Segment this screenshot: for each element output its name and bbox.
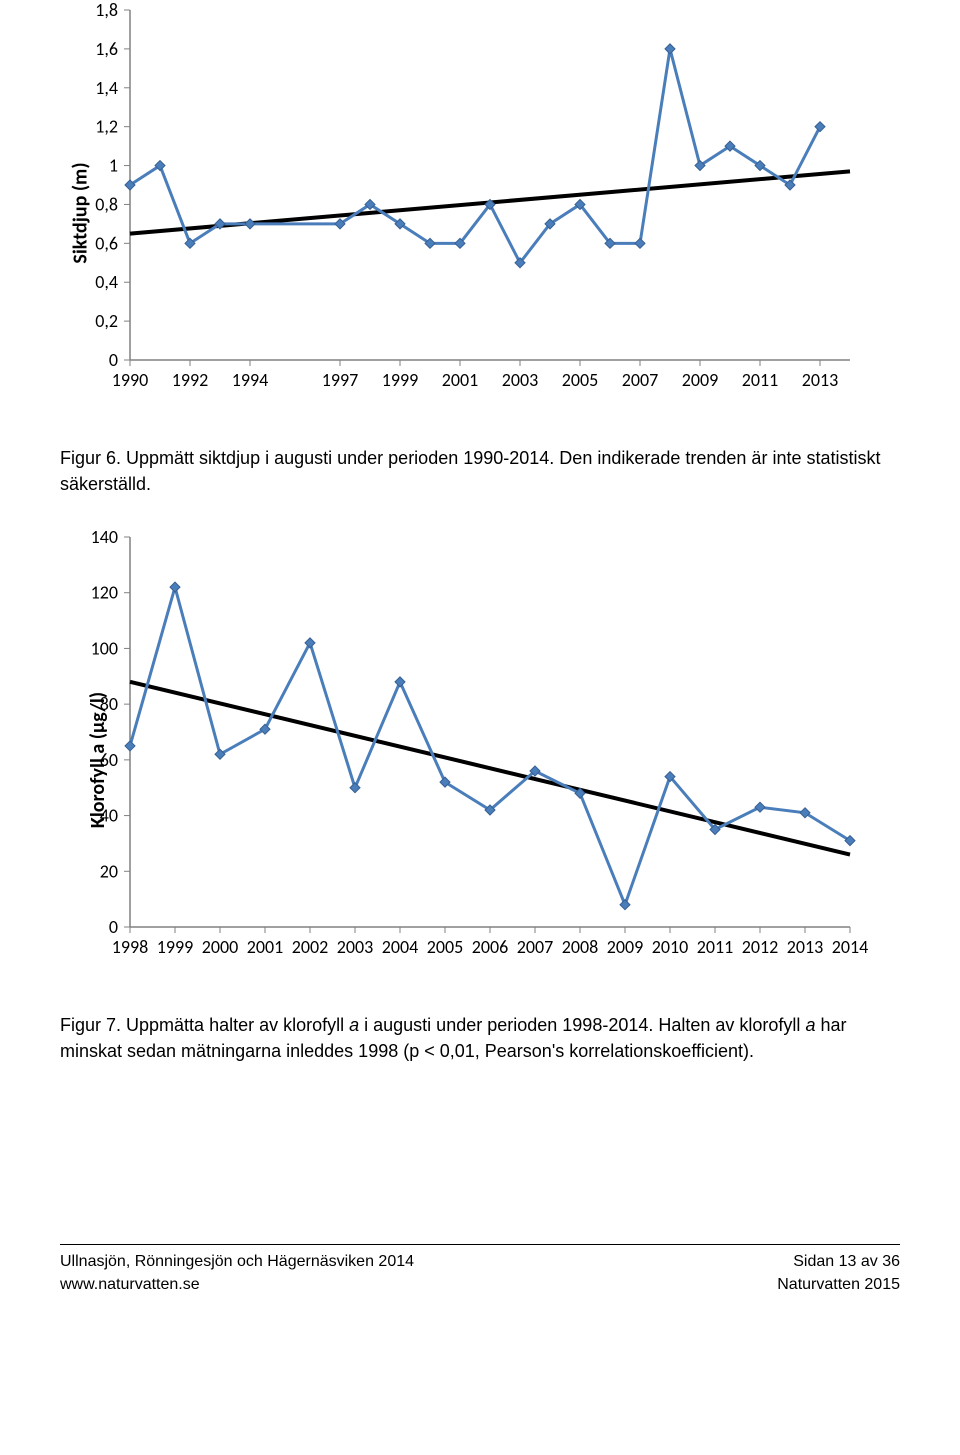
svg-text:1999: 1999 (382, 369, 419, 391)
svg-text:1994: 1994 (232, 369, 269, 391)
svg-text:2000: 2000 (202, 936, 239, 958)
svg-text:1999: 1999 (157, 936, 194, 958)
svg-text:2009: 2009 (607, 936, 644, 958)
svg-text:2003: 2003 (337, 936, 374, 958)
footer: Ullnasjön, Rönningesjön och Hägernäsvike… (60, 1251, 900, 1296)
svg-text:0,8: 0,8 (95, 193, 118, 215)
svg-text:2005: 2005 (562, 369, 599, 391)
footer-left: Ullnasjön, Rönningesjön och Hägernäsvike… (60, 1251, 414, 1296)
chart1-svg: 0 0,2 0,4 0,6 0,8 1 1,2 1,4 1,6 1,8 1990 1992 1994 19… (60, 0, 880, 420)
svg-text:1997: 1997 (322, 369, 359, 391)
svg-text:2005: 2005 (427, 936, 464, 958)
caption2-p1: Figur 7. Uppmätta halter av klorofyll (60, 1015, 349, 1035)
svg-text:100: 100 (91, 638, 118, 660)
footer-right-line2: Naturvatten 2015 (777, 1274, 900, 1296)
chart2-ylabel: Klorofyll a (µg/l) (86, 692, 110, 828)
svg-text:1992: 1992 (172, 369, 209, 391)
svg-text:0,6: 0,6 (95, 232, 118, 254)
svg-text:0,4: 0,4 (95, 271, 118, 293)
caption1-text: Figur 6. Uppmätt siktdjup i augusti unde… (60, 448, 880, 494)
svg-text:2013: 2013 (787, 936, 824, 958)
svg-text:1,2: 1,2 (95, 116, 118, 138)
svg-text:1998: 1998 (112, 936, 149, 958)
svg-text:2006: 2006 (472, 936, 509, 958)
footer-left-line2: www.naturvatten.se (60, 1274, 414, 1296)
svg-text:2010: 2010 (652, 936, 689, 958)
svg-text:2002: 2002 (292, 936, 329, 958)
svg-text:2003: 2003 (502, 369, 539, 391)
caption-figur7: Figur 7. Uppmätta halter av klorofyll a … (60, 1012, 900, 1064)
svg-text:2011: 2011 (697, 936, 734, 958)
svg-text:20: 20 (100, 860, 118, 882)
svg-text:2009: 2009 (682, 369, 719, 391)
chart2-svg: 0204060801001201401998199920002001200220… (60, 527, 880, 987)
svg-text:2007: 2007 (622, 369, 659, 391)
svg-text:0,2: 0,2 (95, 310, 118, 332)
svg-text:1: 1 (109, 155, 118, 177)
svg-text:2001: 2001 (247, 936, 284, 958)
chart-klorofyll: Klorofyll a (µg/l) 020406080100120140199… (60, 527, 900, 992)
svg-text:1,6: 1,6 (95, 38, 118, 60)
svg-text:1990: 1990 (112, 369, 149, 391)
footer-left-line1: Ullnasjön, Rönningesjön och Hägernäsvike… (60, 1251, 414, 1273)
caption2-i2: a (805, 1015, 815, 1035)
footer-right-line1: Sidan 13 av 36 (777, 1251, 900, 1273)
caption-figur6: Figur 6. Uppmätt siktdjup i augusti unde… (60, 445, 900, 497)
chart-siktdjup: Siktdjup (m) 0 0,2 0,4 0,6 0,8 1 1,2 1,4 1,6 1,8 1… (60, 0, 900, 425)
svg-text:0: 0 (109, 916, 118, 938)
svg-text:1,8: 1,8 (95, 0, 118, 21)
footer-right: Sidan 13 av 36 Naturvatten 2015 (777, 1251, 900, 1296)
caption2-i1: a (349, 1015, 359, 1035)
svg-text:120: 120 (91, 582, 118, 604)
svg-text:2012: 2012 (742, 936, 779, 958)
svg-text:2014: 2014 (832, 936, 869, 958)
svg-text:2011: 2011 (742, 369, 779, 391)
svg-text:2001: 2001 (442, 369, 479, 391)
svg-text:0: 0 (109, 349, 118, 371)
chart1-ylabel: Siktdjup (m) (69, 162, 93, 263)
svg-text:2004: 2004 (382, 936, 419, 958)
svg-text:2008: 2008 (562, 936, 599, 958)
svg-text:140: 140 (91, 527, 118, 548)
footer-separator (60, 1244, 900, 1245)
svg-text:2013: 2013 (802, 369, 839, 391)
svg-text:2007: 2007 (517, 936, 554, 958)
svg-text:1,4: 1,4 (95, 77, 118, 99)
caption2-p2: i augusti under perioden 1998-2014. Halt… (359, 1015, 805, 1035)
